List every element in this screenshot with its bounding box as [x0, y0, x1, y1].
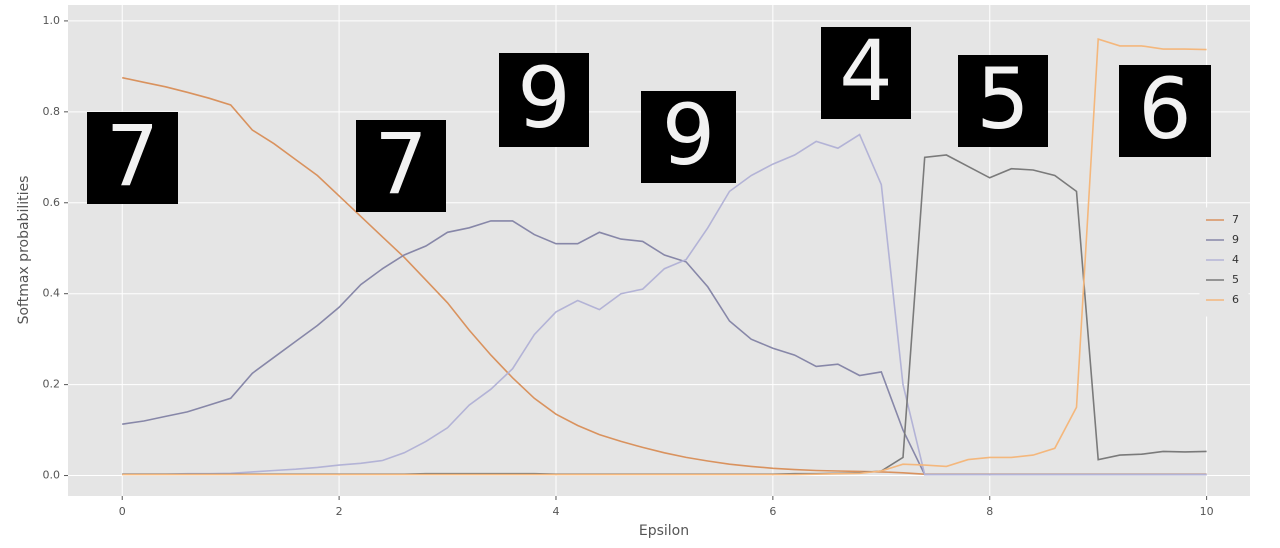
y-tick-label: 0.0 [43, 469, 61, 482]
digit-glyph: 5 [976, 50, 1029, 148]
legend-label: 4 [1232, 253, 1239, 266]
legend-label: 6 [1232, 293, 1239, 306]
x-tick-label: 6 [769, 505, 776, 518]
legend-label: 9 [1232, 233, 1239, 246]
y-tick-label: 0.4 [43, 287, 61, 300]
series-line [122, 133, 1207, 476]
y-tick-label: 0.6 [43, 196, 61, 209]
digit-glyph: 4 [839, 22, 892, 120]
legend-label: 5 [1232, 273, 1239, 286]
digit-image [821, 27, 911, 119]
digit-glyph: 9 [517, 49, 570, 147]
digit-image [499, 53, 589, 147]
digit-glyph: 9 [662, 86, 715, 184]
plot-background [68, 5, 1250, 496]
y-tick-label: 1.0 [43, 14, 61, 27]
legend-box [1199, 207, 1249, 317]
x-tick-label: 2 [336, 505, 343, 518]
digit-glyph: 7 [374, 115, 427, 213]
x-axis-label: Epsilon [639, 523, 689, 539]
x-tick-label: 10 [1200, 505, 1214, 518]
digit-glyph: 7 [106, 107, 159, 205]
y-axis-label: Softmax probabilities [16, 176, 32, 325]
digit-image [87, 112, 178, 204]
x-tick-label: 0 [119, 505, 126, 518]
digit-glyph: 6 [1138, 60, 1191, 158]
y-tick-label: 0.8 [43, 105, 61, 118]
digit-image [356, 120, 446, 212]
digit-image [958, 55, 1048, 147]
digit-image [641, 91, 736, 183]
digit-image [1119, 65, 1211, 157]
series-line [122, 38, 1207, 476]
legend-label: 7 [1232, 213, 1239, 226]
x-tick-label: 4 [552, 505, 559, 518]
x-tick-label: 8 [986, 505, 993, 518]
y-tick-label: 0.2 [43, 378, 61, 391]
